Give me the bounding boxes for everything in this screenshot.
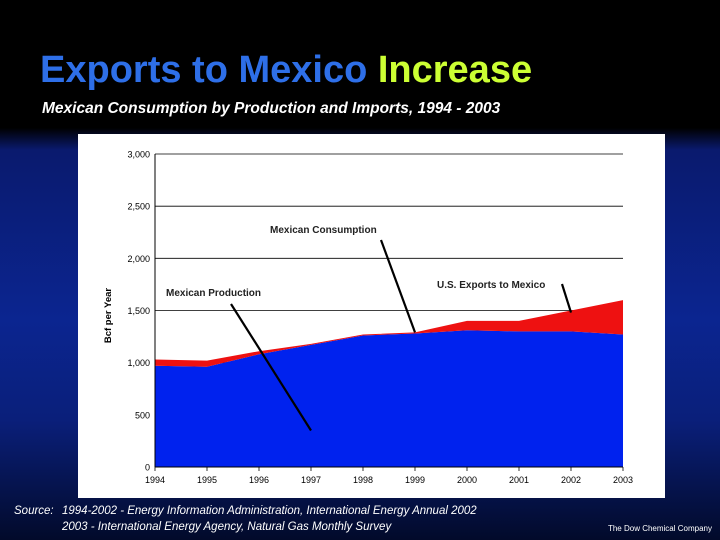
y-tick-label: 3,000 bbox=[127, 150, 150, 160]
x-tick-label: 1994 bbox=[145, 475, 165, 485]
y-tick-label: 1,000 bbox=[127, 358, 150, 368]
annotation-label: Mexican Production bbox=[166, 288, 261, 299]
annotation-label: U.S. Exports to Mexico bbox=[437, 280, 545, 291]
annotation-pointer bbox=[379, 239, 417, 333]
x-tick-label: 1998 bbox=[353, 475, 373, 485]
y-tick-label: 500 bbox=[135, 410, 150, 420]
x-tick-label: 1995 bbox=[197, 475, 217, 485]
source-line-2: 2003 - International Energy Agency, Natu… bbox=[62, 521, 392, 533]
source-label: Source: bbox=[14, 505, 54, 517]
source-note: Source: 1994-2002 - Energy Information Ad… bbox=[14, 503, 477, 535]
annotation-pointer bbox=[230, 303, 312, 432]
x-tick-labels: 1994 1995 1996 1997 1998 1999 2000 2001 2002 2003 bbox=[145, 467, 633, 485]
x-tick-label: 2002 bbox=[561, 475, 581, 485]
slide-title: Exports to Mexico Increase bbox=[40, 48, 532, 92]
y-tick-labels: 0 500 1,000 1,500 2,000 2,500 3,000 bbox=[127, 150, 150, 473]
x-tick-label: 1999 bbox=[405, 475, 425, 485]
area-u-s-exports-to-mexico bbox=[155, 300, 623, 367]
title-part-1: Exports to Mexico bbox=[40, 49, 368, 91]
source-line-1: 1994-2002 - Energy Information Administr… bbox=[62, 505, 477, 517]
company-name: The Dow Chemical Company bbox=[607, 524, 712, 533]
y-tick-label: 0 bbox=[145, 463, 150, 473]
annotation-pointer bbox=[560, 283, 573, 313]
x-tick-label: 1997 bbox=[301, 475, 321, 485]
axis-layer bbox=[154, 154, 623, 468]
annotation-label: Mexican Consumption bbox=[270, 225, 377, 236]
y-tick-label: 2,000 bbox=[127, 254, 150, 264]
title-part-2: Increase bbox=[377, 49, 533, 91]
area-mexican-production bbox=[155, 330, 623, 467]
x-tick-label: 2001 bbox=[509, 475, 529, 485]
y-axis-label: Bcf per Year bbox=[103, 288, 114, 344]
x-tick-label: 2000 bbox=[457, 475, 477, 485]
slide-subtitle: Mexican Consumption by Production and Im… bbox=[42, 100, 501, 117]
x-tick-label: 1996 bbox=[249, 475, 269, 485]
y-tick-label: 1,500 bbox=[127, 306, 150, 316]
y-tick-label: 2,500 bbox=[127, 202, 150, 212]
annotation-layer: Mexican Consumption Mexican Production U.S… bbox=[166, 225, 573, 432]
x-tick-label: 2003 bbox=[613, 475, 633, 485]
chart-panel: 0 500 1,000 1,500 2,000 2,500 3,000 1994 1995 19… bbox=[78, 134, 665, 498]
title-bar bbox=[0, 0, 720, 128]
area-layer bbox=[154, 300, 624, 467]
